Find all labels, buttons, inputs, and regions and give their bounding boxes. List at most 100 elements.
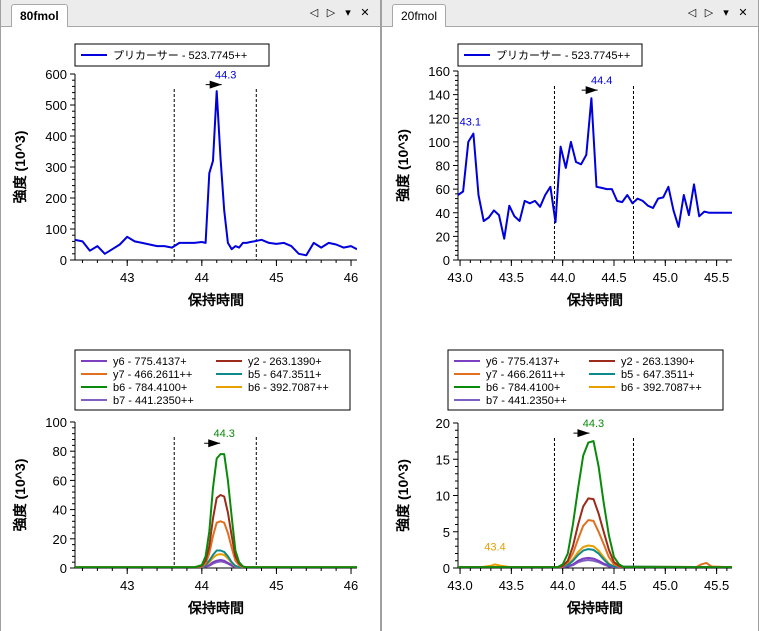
scroll-left-icon[interactable]: ◁ bbox=[309, 6, 319, 19]
rt-label: 43.1 bbox=[460, 117, 481, 129]
y-tick-label: 0 bbox=[443, 253, 450, 268]
x-tick-label: 43 bbox=[120, 578, 134, 593]
chart-1: y6 - 775.4137+ y2 - 263.1390+ y7 - 466.261… bbox=[395, 349, 732, 616]
y-axis-title: 強度 (10^3) bbox=[395, 459, 411, 532]
legend: プリカーサー - 523.7745++ bbox=[457, 43, 643, 67]
y-tick-label: 20 bbox=[436, 416, 450, 431]
series-line bbox=[458, 548, 732, 568]
scroll-right-icon[interactable]: ▷ bbox=[326, 6, 336, 19]
x-tick-label: 43 bbox=[120, 270, 134, 285]
x-tick-label: 43.5 bbox=[499, 578, 524, 593]
y-tick-label: 600 bbox=[45, 67, 67, 82]
tab-controls: ◁ ▷ ▾ ✕ bbox=[685, 5, 750, 21]
legend-entry: b6 - 784.4100+ bbox=[113, 382, 187, 394]
legend-entry: b7 - 441.2350++ bbox=[113, 395, 194, 407]
y-tick-label: 0 bbox=[60, 253, 67, 268]
y-tick-label: 200 bbox=[45, 191, 67, 206]
series-line bbox=[75, 549, 357, 568]
legend-entry: y2 - 263.1390+ bbox=[621, 356, 695, 368]
series-line bbox=[458, 497, 732, 568]
x-tick-label: 44 bbox=[195, 578, 209, 593]
legend: y6 - 775.4137+ y2 - 263.1390+ y7 - 466.261… bbox=[447, 349, 724, 411]
y-tick-label: 400 bbox=[45, 129, 67, 144]
x-tick-label: 45.5 bbox=[704, 270, 729, 285]
dropdown-icon[interactable]: ▾ bbox=[345, 6, 351, 19]
chart-0: プリカーサー - 523.7745++ 0 20 40 60 80 100 120 140 160… bbox=[395, 43, 732, 308]
x-tick-label: 43.0 bbox=[447, 578, 472, 593]
legend-frame bbox=[447, 349, 724, 411]
y-tick-label: 120 bbox=[428, 111, 450, 126]
x-tick-label: 44 bbox=[195, 270, 209, 285]
legend-entry: y7 - 466.2611++ bbox=[113, 369, 192, 381]
legend-entry: b7 - 441.2350++ bbox=[486, 395, 567, 407]
y-tick-label: 140 bbox=[428, 88, 450, 103]
x-tick-label: 44.5 bbox=[601, 578, 626, 593]
y-axis-title: 強度 (10^3) bbox=[12, 459, 28, 532]
y-tick-label: 100 bbox=[428, 135, 450, 150]
legend-entry: y7 - 466.2611++ bbox=[486, 369, 565, 381]
tab-80fmol[interactable]: 80fmol bbox=[11, 4, 68, 27]
y-tick-label: 80 bbox=[436, 159, 450, 174]
series-line bbox=[458, 440, 732, 568]
chart-area-20fmol: プリカーサー - 523.7745++ 0 20 40 60 80 100 120 140 160… bbox=[395, 43, 732, 616]
chart-0: プリカーサー - 523.7745++ 0 100 200 300 400 500 600 43… bbox=[12, 43, 358, 308]
peak-rt-label: 44.3 bbox=[583, 418, 604, 430]
y-tick-label: 160 bbox=[428, 64, 450, 79]
series-line bbox=[458, 556, 732, 568]
tab-20fmol[interactable]: 20fmol bbox=[392, 4, 447, 27]
y-tick-label: 15 bbox=[436, 452, 450, 467]
legend-frame bbox=[457, 43, 643, 67]
y-tick-label: 60 bbox=[53, 473, 67, 488]
x-axis-title: 保持時間 bbox=[566, 600, 623, 616]
y-tick-label: 10 bbox=[436, 489, 450, 504]
scroll-left-icon[interactable]: ◁ bbox=[687, 6, 697, 19]
scroll-right-icon[interactable]: ▷ bbox=[704, 6, 714, 19]
y-axis-title: 強度 (10^3) bbox=[12, 131, 28, 204]
x-tick-label: 44.5 bbox=[601, 270, 626, 285]
legend-entry: プリカーサー - 523.7745++ bbox=[113, 49, 247, 62]
y-tick-label: 60 bbox=[436, 182, 450, 197]
chart-1: y6 - 775.4137+ y2 - 263.1390+ y7 - 466.261… bbox=[12, 349, 358, 616]
legend: y6 - 775.4137+ y2 - 263.1390+ y7 - 466.261… bbox=[74, 349, 351, 411]
chromatogram-panel-20fmol: 20fmol ◁ ▷ ▾ ✕ プリカーサー - 523.7745++ 0 20 40 6… bbox=[381, 0, 759, 631]
series-line bbox=[75, 453, 357, 568]
series-group bbox=[75, 90, 357, 257]
tab-strip: 20fmol ◁ ▷ ▾ ✕ bbox=[382, 0, 758, 27]
x-tick-label: 44.0 bbox=[550, 578, 575, 593]
chromatogram-panel-80fmol: 80fmol ◁ ▷ ▾ ✕ プリカーサー - 523.7745++ 0 100 20… bbox=[0, 0, 381, 631]
legend-entry: y6 - 775.4137+ bbox=[113, 356, 187, 368]
legend-frame bbox=[74, 43, 270, 67]
y-tick-label: 100 bbox=[45, 222, 67, 237]
y-tick-label: 500 bbox=[45, 98, 67, 113]
legend-entry: b6 - 392.7087++ bbox=[248, 382, 329, 394]
tab-strip: 80fmol ◁ ▷ ▾ ✕ bbox=[1, 0, 380, 27]
series-line bbox=[75, 90, 357, 257]
legend-entry: y6 - 775.4137+ bbox=[486, 356, 560, 368]
series-line bbox=[458, 544, 732, 568]
peak-rt-label: 44.3 bbox=[215, 70, 236, 82]
close-icon[interactable]: ✕ bbox=[360, 6, 370, 19]
close-icon[interactable]: ✕ bbox=[738, 6, 748, 19]
x-axis-title: 保持時間 bbox=[566, 292, 623, 308]
x-tick-label: 43.0 bbox=[447, 270, 472, 285]
legend-entry: b5 - 647.3511+ bbox=[248, 369, 322, 381]
y-tick-label: 20 bbox=[53, 532, 67, 547]
dropdown-icon[interactable]: ▾ bbox=[723, 6, 729, 19]
y-tick-label: 0 bbox=[60, 561, 67, 576]
x-axis-title: 保持時間 bbox=[187, 292, 244, 308]
legend-entry: b6 - 392.7087++ bbox=[621, 382, 702, 394]
chart-area-80fmol: プリカーサー - 523.7745++010020030040050060043… bbox=[12, 43, 358, 616]
x-tick-label: 43.5 bbox=[499, 270, 524, 285]
y-tick-label: 40 bbox=[436, 206, 450, 221]
legend-entry: プリカーサー - 523.7745++ bbox=[496, 49, 630, 62]
x-tick-label: 45 bbox=[269, 578, 283, 593]
y-tick-label: 300 bbox=[45, 160, 67, 175]
peak-rt-label: 44.4 bbox=[591, 75, 612, 87]
series-group bbox=[458, 440, 732, 568]
y-tick-label: 80 bbox=[53, 444, 67, 459]
legend-frame bbox=[74, 349, 351, 411]
legend-entry: b5 - 647.3511+ bbox=[621, 369, 695, 381]
legend-entry: b6 - 784.4100+ bbox=[486, 382, 560, 394]
series-group bbox=[75, 453, 357, 568]
tab-controls: ◁ ▷ ▾ ✕ bbox=[307, 5, 372, 21]
